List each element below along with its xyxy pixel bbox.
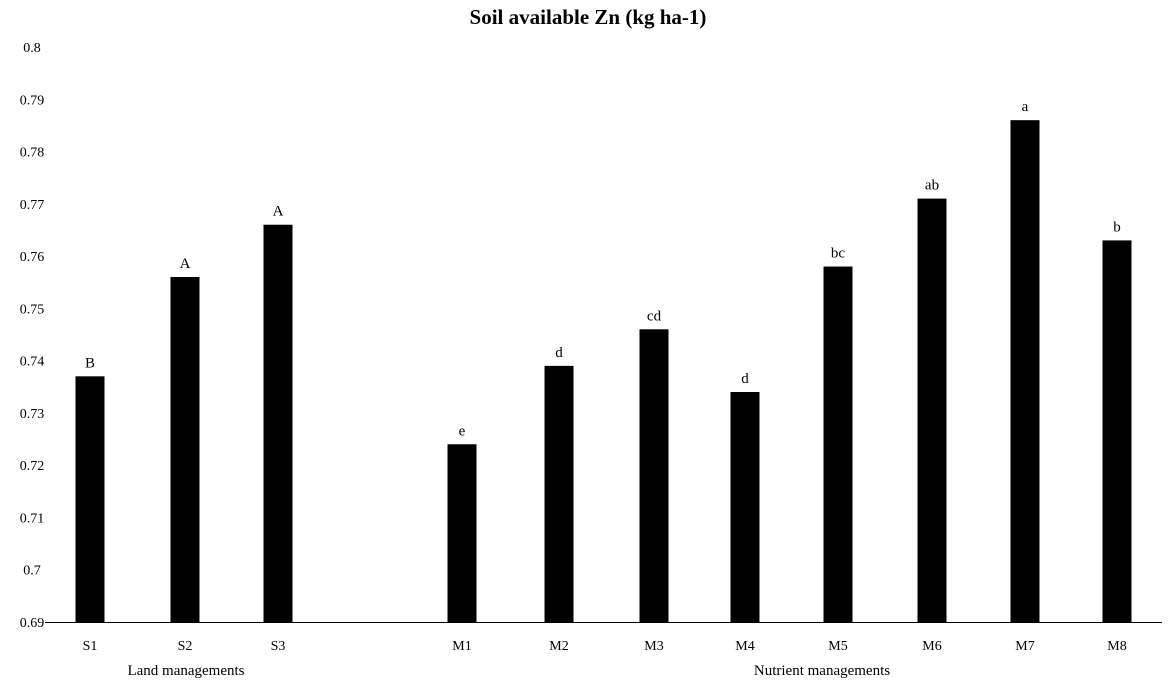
bar-m1: [447, 444, 477, 622]
bar-m5: [823, 266, 853, 622]
y-tick-label-0-71: 0.71: [20, 511, 45, 526]
bar-m6: [917, 198, 947, 622]
bar-m8: [1102, 240, 1132, 622]
y-tick-label-0-76: 0.76: [20, 250, 45, 265]
x-tick-label-m6: M6: [922, 639, 941, 654]
significance-letter-s2: A: [180, 256, 191, 272]
bar-s1: [75, 376, 105, 622]
x-tick-label-m8: M8: [1107, 639, 1126, 654]
significance-letter-m5: bc: [831, 246, 846, 262]
group-label-nutrient-managements: Nutrient managements: [754, 663, 890, 679]
significance-letter-m6: ab: [925, 178, 939, 194]
bar-m4: [730, 392, 760, 622]
significance-letter-m4: d: [741, 371, 749, 387]
significance-letter-m1: e: [459, 423, 466, 439]
y-axis-tick-labels: 0.69 0.7 0.71 0.72 0.73 0.74 0.75 0.76 0.77 0.78 0…: [20, 41, 45, 631]
y-tick-label-0-78: 0.78: [20, 146, 45, 161]
y-tick-label-0-77: 0.77: [20, 198, 45, 213]
significance-letter-m2: d: [555, 345, 563, 361]
bar-m3: [639, 329, 669, 622]
y-tick-label-0-7: 0.7: [23, 564, 41, 579]
bar-s2: [170, 277, 200, 622]
y-tick-label-0-75: 0.75: [20, 302, 45, 317]
bar-m7: [1010, 120, 1040, 622]
bar-m2: [544, 365, 574, 622]
x-tick-label-m3: M3: [644, 639, 663, 654]
x-tick-label-m4: M4: [735, 639, 754, 654]
significance-letter-s3: A: [273, 204, 284, 220]
significance-letter-s1: B: [85, 355, 95, 371]
bars: [75, 120, 1132, 622]
chart-title: Soil available Zn (kg ha-1): [470, 5, 707, 29]
significance-letter-m8: b: [1113, 219, 1121, 235]
y-tick-label-0-73: 0.73: [20, 407, 45, 422]
x-tick-label-m1: M1: [452, 639, 471, 654]
y-tick-label-0-72: 0.72: [20, 459, 45, 474]
x-tick-label-s2: S2: [178, 639, 193, 654]
significance-letter-m7: a: [1022, 99, 1029, 115]
x-tick-label-m5: M5: [828, 639, 847, 654]
y-tick-label-0-79: 0.79: [20, 93, 45, 108]
y-tick-label-0-69: 0.69: [20, 616, 45, 631]
y-tick-label-0-74: 0.74: [20, 355, 45, 370]
x-tick-label-m7: M7: [1015, 639, 1034, 654]
x-tick-label-s3: S3: [271, 639, 286, 654]
x-axis-tick-labels: S1 S2 S3 M1 M2 M3 M4 M5 M6 M7 M8: [83, 639, 1127, 654]
group-label-land-managements: Land managements: [127, 663, 244, 679]
x-tick-label-s1: S1: [83, 639, 98, 654]
x-tick-label-m2: M2: [549, 639, 568, 654]
bar-s3: [263, 224, 293, 622]
group-labels: Land managements Nutrient managements: [127, 663, 890, 679]
y-tick-label-0-8: 0.8: [23, 41, 41, 56]
significance-letter-m3: cd: [647, 308, 662, 324]
